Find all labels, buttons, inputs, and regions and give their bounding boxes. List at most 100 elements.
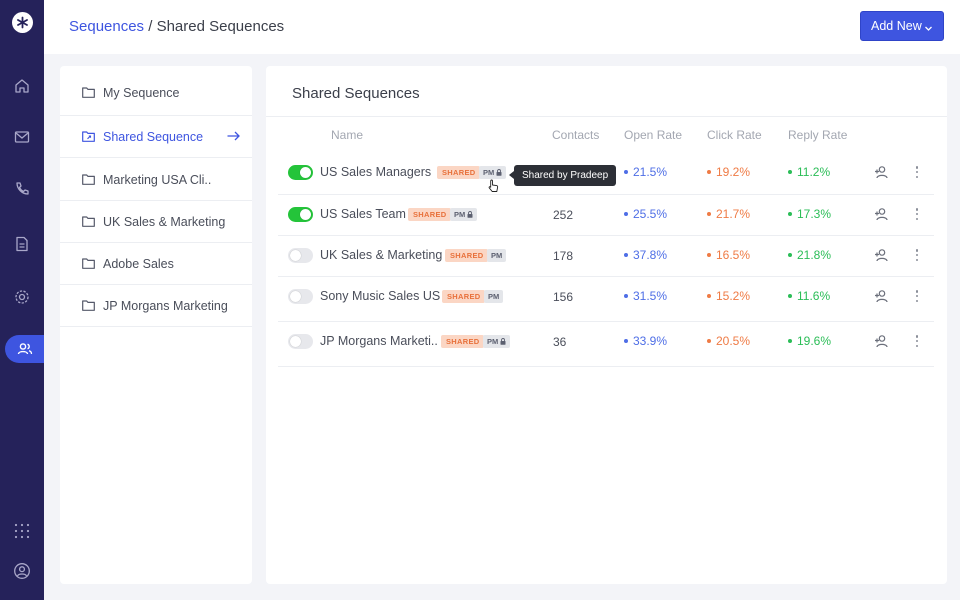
open-rate-dot [624, 252, 628, 257]
click-rate: 15.2% [707, 289, 750, 303]
click-rate-dot [707, 252, 711, 257]
owner-initials: PM [483, 168, 495, 177]
arrow-right-icon [227, 130, 240, 144]
column-header-reply-rate[interactable]: Reply Rate [788, 128, 848, 142]
open-rate-dot [624, 293, 628, 298]
sequence-toggle[interactable] [288, 165, 313, 180]
shared-badge: SHARED [437, 166, 481, 179]
table-row[interactable]: UK Sales & Marketing SHARED PM 178 37.8% 16.5… [278, 236, 934, 277]
sequence-name[interactable]: UK Sales & Marketing [320, 248, 443, 262]
owner-initials: PM [488, 292, 500, 301]
table-row[interactable]: Sony Music Sales US SHARED PM 156 31.5% 15.2%… [278, 277, 934, 322]
add-user-icon[interactable] [874, 289, 890, 303]
open-rate: 21.5% [624, 165, 667, 179]
add-user-icon[interactable] [874, 207, 890, 221]
apps-grid-icon[interactable] [12, 521, 32, 541]
more-options-icon[interactable] [914, 334, 920, 348]
reply-rate: 11.6% [788, 289, 830, 303]
sequence-toggle[interactable] [288, 289, 313, 304]
top-header: Sequences / Shared Sequences Add New [44, 0, 960, 54]
click-rate-dot [707, 338, 711, 343]
folder-icon [82, 174, 95, 185]
folder-icon [82, 87, 95, 98]
toggle-knob [300, 209, 311, 220]
open-rate-dot [624, 211, 628, 216]
reply-rate-dot [788, 338, 792, 343]
contacts-count: 156 [553, 290, 574, 304]
folder-item[interactable]: Adobe Sales [60, 243, 252, 285]
click-rate-value: 15.2% [716, 289, 751, 303]
open-rate: 33.9% [624, 334, 667, 348]
sequence-name[interactable]: US Sales Team [320, 207, 406, 221]
folder-icon [82, 258, 95, 269]
more-options-icon[interactable] [914, 207, 920, 221]
folder-item[interactable]: UK Sales & Marketing [60, 201, 252, 243]
owner-badge[interactable]: PM [487, 249, 507, 262]
add-user-icon[interactable] [874, 248, 890, 262]
table-row[interactable]: US Sales Team SHARED PM 252 25.5% 21.7% 17.3% [278, 195, 934, 236]
logo-icon[interactable] [12, 12, 33, 33]
folder-item[interactable]: JP Morgans Marketing [60, 285, 252, 327]
add-new-button[interactable]: Add New [860, 11, 944, 41]
open-rate: 31.5% [624, 289, 667, 303]
open-rate: 25.5% [624, 207, 667, 221]
home-icon[interactable] [12, 76, 32, 96]
settings-icon[interactable] [12, 287, 32, 307]
chevron-down-icon [924, 22, 933, 36]
mail-icon[interactable] [12, 127, 32, 147]
click-rate-value: 16.5% [716, 248, 751, 262]
contacts-icon[interactable] [5, 335, 44, 363]
owner-badge[interactable]: PM [479, 166, 507, 179]
page-title: Shared Sequences [292, 85, 420, 102]
folder-icon [82, 300, 95, 311]
sequence-name[interactable]: Sony Music Sales US [320, 289, 441, 303]
folder-item[interactable]: Marketing USA Cli.. [60, 159, 252, 201]
owner-badge[interactable]: PM [483, 335, 511, 348]
folder-label: JP Morgans Marketing [103, 298, 228, 313]
reply-rate-dot [788, 252, 792, 257]
breadcrumb-sequences-link[interactable]: Sequences [69, 18, 145, 35]
reply-rate-value: 11.6% [797, 289, 831, 303]
click-rate: 20.5% [707, 334, 750, 348]
more-options-icon[interactable] [914, 165, 920, 179]
open-rate-value: 33.9% [633, 334, 668, 348]
shared-folder-icon [82, 131, 95, 142]
table-row[interactable]: JP Morgans Marketi.. SHARED PM 36 33.9% 20.5%… [278, 322, 934, 367]
table-row[interactable]: US Sales Managers SHARED PM 21.5% 19.2% 11.2% [278, 153, 934, 195]
account-icon[interactable] [12, 561, 32, 581]
folder-item[interactable]: My Sequence [60, 70, 252, 116]
add-user-icon[interactable] [874, 165, 890, 179]
owner-badge[interactable]: PM [484, 290, 504, 303]
more-options-icon[interactable] [914, 248, 920, 262]
column-header-click-rate[interactable]: Click Rate [707, 128, 762, 142]
folder-item[interactable]: Shared Sequence [60, 116, 252, 158]
sequence-toggle[interactable] [288, 207, 313, 222]
add-user-icon[interactable] [874, 334, 890, 348]
owner-badge[interactable]: PM [450, 208, 478, 221]
reply-rate-value: 21.8% [797, 248, 832, 262]
more-options-icon[interactable] [914, 289, 920, 303]
folder-label: Adobe Sales [103, 256, 174, 271]
toggle-knob [300, 167, 311, 178]
toggle-knob [290, 336, 301, 347]
folder-panel: My Sequence Shared Sequence Marketing USA … [60, 66, 252, 584]
open-rate-dot [624, 338, 628, 343]
column-header-open-rate[interactable]: Open Rate [624, 128, 683, 142]
document-icon[interactable] [12, 234, 32, 254]
click-rate-dot [707, 293, 711, 298]
hand-cursor-icon [488, 179, 499, 198]
contacts-count: 178 [553, 249, 574, 263]
open-rate-value: 37.8% [633, 248, 668, 262]
phone-icon[interactable] [12, 179, 32, 199]
sequence-name[interactable]: JP Morgans Marketi.. [320, 334, 438, 348]
contacts-count: 252 [553, 208, 574, 222]
shared-badge: SHARED [441, 335, 485, 348]
column-header-name[interactable]: Name [331, 128, 364, 142]
sequence-toggle[interactable] [288, 334, 313, 349]
sequence-name[interactable]: US Sales Managers [320, 165, 432, 179]
click-rate-value: 21.7% [716, 207, 751, 221]
column-header-contacts[interactable]: Contacts [552, 128, 600, 142]
click-rate-value: 19.2% [716, 165, 751, 179]
sequence-toggle[interactable] [288, 248, 313, 263]
click-rate: 19.2% [707, 165, 750, 179]
